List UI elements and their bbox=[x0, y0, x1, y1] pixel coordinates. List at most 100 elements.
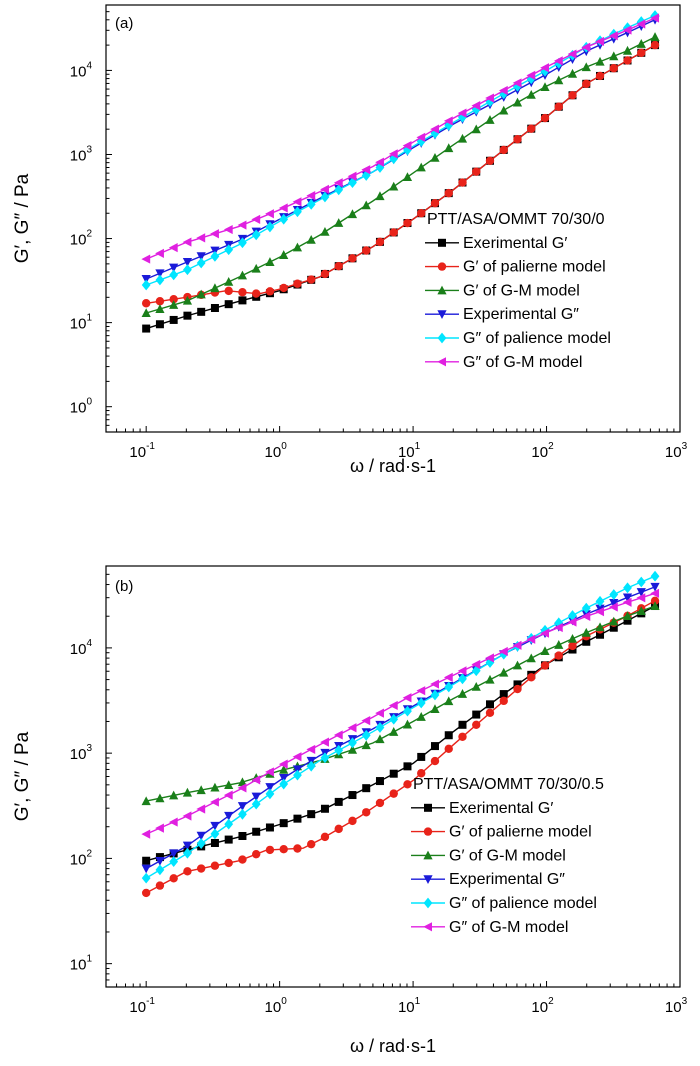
x-tick-base: 10 bbox=[665, 444, 682, 461]
data-point bbox=[540, 63, 550, 73]
data-point bbox=[292, 197, 302, 207]
data-point bbox=[141, 872, 151, 884]
y-tick-label: 103 bbox=[70, 743, 93, 763]
data-point bbox=[540, 646, 550, 656]
data-point bbox=[417, 769, 426, 778]
data-point bbox=[375, 722, 385, 733]
data-point bbox=[320, 184, 329, 194]
data-point bbox=[278, 759, 288, 769]
data-point bbox=[279, 250, 289, 259]
data-point bbox=[540, 113, 550, 123]
data-point bbox=[292, 242, 303, 252]
data-point bbox=[375, 162, 385, 173]
data-point bbox=[238, 296, 247, 305]
series-5 bbox=[141, 588, 660, 839]
data-point bbox=[513, 135, 522, 144]
data-point bbox=[485, 156, 495, 165]
data-point bbox=[553, 622, 563, 633]
data-point bbox=[196, 289, 206, 299]
data-point bbox=[581, 602, 591, 614]
data-point bbox=[155, 297, 165, 306]
data-point bbox=[471, 101, 481, 111]
legend-marker bbox=[437, 332, 447, 344]
data-point bbox=[155, 864, 165, 876]
data-point bbox=[430, 742, 439, 751]
legend-entry: Exerimental G′ bbox=[449, 800, 553, 817]
data-point bbox=[168, 817, 178, 827]
data-point bbox=[650, 582, 660, 592]
data-point bbox=[609, 616, 619, 626]
x-tick-base: 10 bbox=[531, 999, 548, 1016]
data-point bbox=[306, 744, 316, 755]
data-point bbox=[444, 681, 454, 693]
data-point bbox=[279, 283, 288, 293]
data-point bbox=[402, 172, 413, 182]
legend-entry: G″ of palience model bbox=[463, 330, 611, 347]
y-tick-label: 103 bbox=[70, 144, 93, 164]
legend-entry: G′ of G-M model bbox=[449, 847, 566, 864]
data-point bbox=[196, 804, 206, 814]
data-point bbox=[169, 874, 178, 883]
data-point bbox=[650, 32, 660, 41]
data-point bbox=[595, 71, 605, 81]
legend-marker bbox=[423, 922, 432, 932]
data-point bbox=[499, 145, 508, 155]
y-tick-label: 102 bbox=[70, 229, 93, 249]
data-point bbox=[417, 752, 426, 761]
data-point bbox=[581, 627, 591, 637]
data-point bbox=[512, 660, 523, 670]
data-point bbox=[622, 611, 633, 620]
legend: PTT/ASA/OMMT 70/30/0.5 Exerimental G′ G′ o… bbox=[411, 776, 604, 936]
data-point bbox=[196, 864, 206, 873]
series-5 bbox=[141, 13, 660, 264]
data-point bbox=[650, 13, 660, 23]
data-point bbox=[347, 723, 357, 733]
y-tick-base: 10 bbox=[70, 400, 87, 417]
legend-marker bbox=[437, 285, 447, 295]
data-point bbox=[540, 628, 550, 638]
data-point bbox=[636, 606, 646, 616]
data-point bbox=[526, 70, 536, 80]
data-point bbox=[362, 784, 371, 793]
legend-marker bbox=[423, 875, 433, 884]
y-tick-base: 10 bbox=[70, 316, 87, 333]
data-point bbox=[416, 686, 426, 696]
data-point bbox=[279, 213, 289, 225]
data-point bbox=[142, 324, 151, 333]
data-point bbox=[251, 289, 261, 298]
x-tick-exponent: 1 bbox=[415, 441, 421, 452]
data-point bbox=[224, 286, 233, 296]
data-point bbox=[513, 684, 522, 694]
data-point bbox=[224, 811, 234, 821]
data-point bbox=[279, 819, 288, 828]
data-point bbox=[650, 40, 660, 50]
data-point bbox=[251, 798, 261, 810]
data-point bbox=[512, 78, 522, 88]
data-point bbox=[389, 181, 399, 191]
y-tick-base: 10 bbox=[70, 957, 87, 974]
y-tick-exponent: 4 bbox=[86, 638, 92, 649]
y-tick-label: 104 bbox=[70, 60, 93, 80]
data-point bbox=[609, 64, 618, 73]
data-point bbox=[595, 622, 605, 632]
data-point bbox=[251, 229, 261, 241]
data-point bbox=[155, 857, 165, 866]
legend-marker bbox=[423, 827, 433, 836]
x-tick-exponent: 3 bbox=[682, 996, 688, 1007]
data-point bbox=[223, 224, 233, 235]
data-point bbox=[636, 576, 646, 588]
data-point bbox=[141, 254, 151, 264]
data-point bbox=[553, 56, 563, 66]
data-point bbox=[224, 244, 234, 256]
data-point bbox=[224, 818, 234, 830]
data-point bbox=[320, 804, 329, 813]
data-point bbox=[320, 832, 330, 842]
data-point bbox=[513, 680, 522, 689]
data-point bbox=[595, 607, 605, 617]
data-point bbox=[307, 275, 316, 284]
data-point bbox=[155, 823, 164, 833]
data-point bbox=[320, 752, 330, 764]
data-point bbox=[430, 124, 439, 134]
data-point bbox=[554, 651, 563, 660]
data-point bbox=[169, 856, 179, 868]
